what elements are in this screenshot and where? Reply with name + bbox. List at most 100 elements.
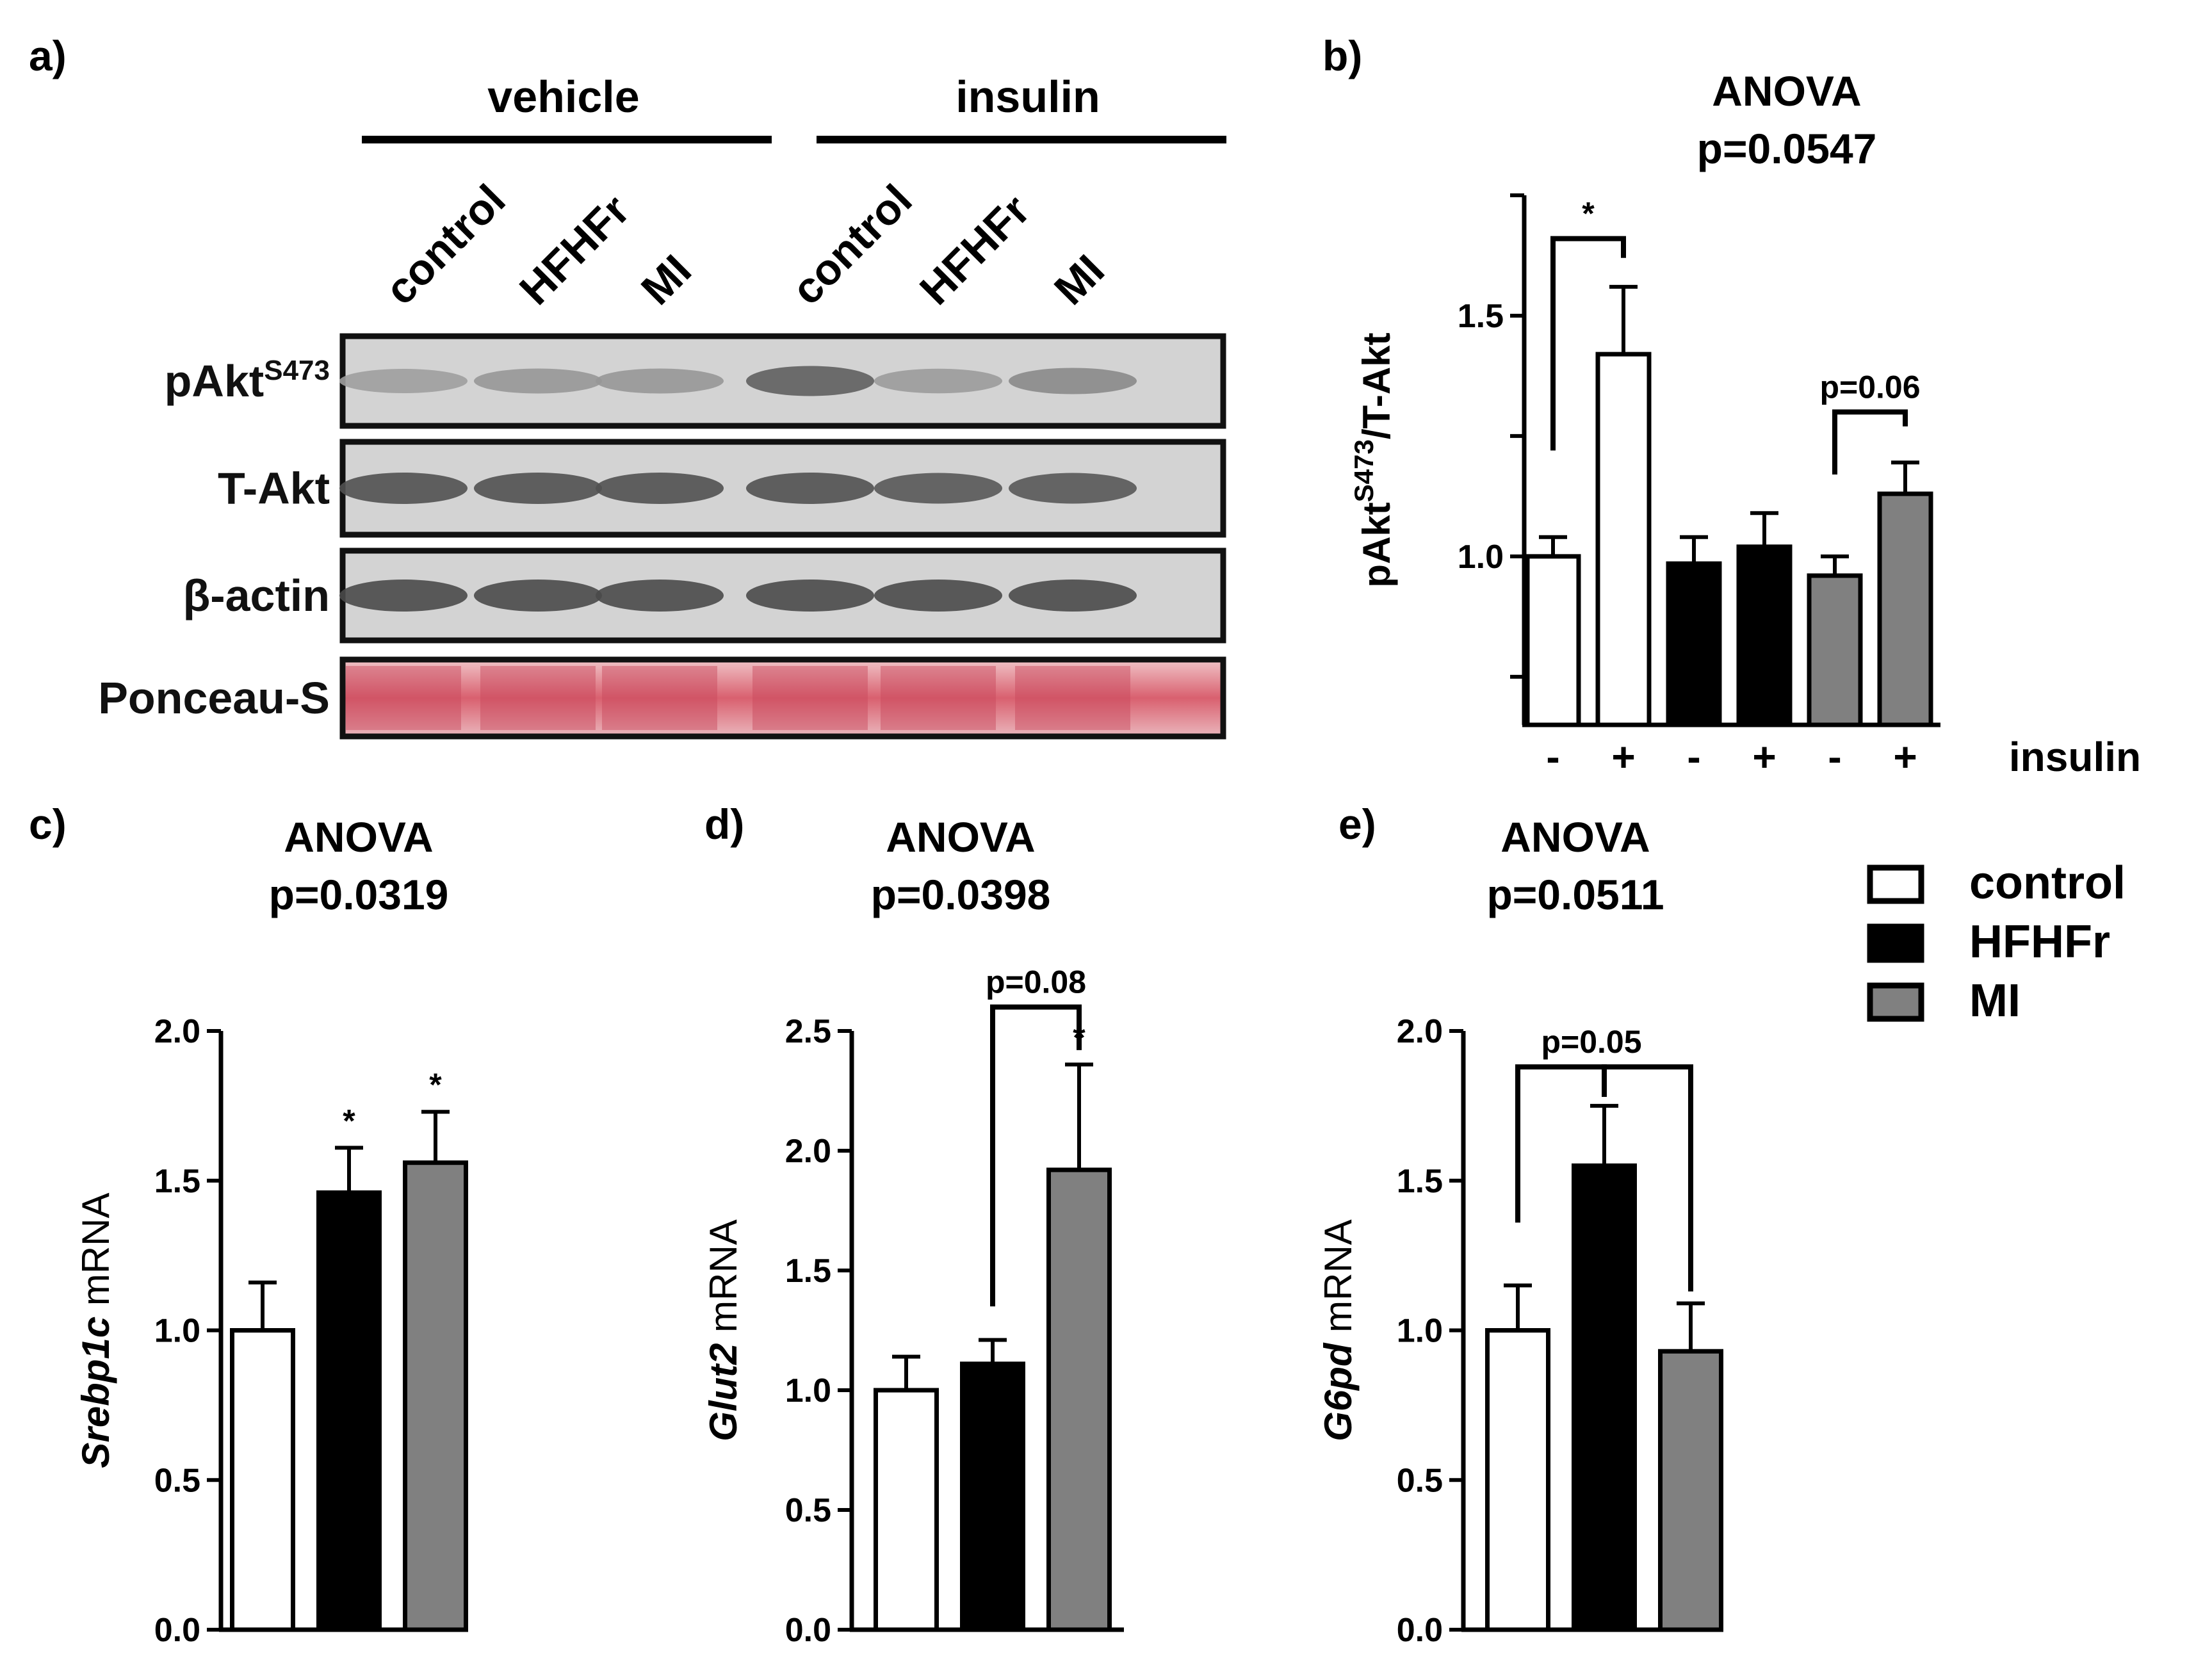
legend-label: HFHFr <box>1969 916 2110 968</box>
x-axis-label: insulin <box>2009 734 2141 780</box>
significance-star: * <box>429 1067 442 1103</box>
bar-MI <box>1658 1349 1723 1632</box>
blot-band <box>339 369 468 393</box>
ponceau-lane <box>480 666 596 730</box>
x-tick-label: + <box>1893 734 1917 780</box>
blot-band <box>1009 368 1137 394</box>
blot-band <box>1009 473 1137 504</box>
y-tick-label: 1.5 <box>154 1163 200 1200</box>
bar-control <box>1485 1328 1550 1632</box>
significance-label: p=0.05 <box>1541 1024 1641 1060</box>
chart-title: ANOVA <box>1500 813 1650 861</box>
legend-swatch <box>1867 864 1924 904</box>
y-tick-label: 0.5 <box>154 1462 200 1499</box>
x-tick-label: + <box>1752 734 1776 780</box>
legend-swatch <box>1867 923 1924 963</box>
y-tick-label: 0.0 <box>785 1612 831 1649</box>
blot-band <box>874 473 1002 504</box>
y-tick-label: 1.0 <box>1397 1313 1443 1350</box>
y-axis-label: G6pd mRNA <box>1317 1219 1360 1441</box>
panel-label-e: e) <box>1338 800 1376 848</box>
chart-title: ANOVA <box>886 813 1035 861</box>
y-tick-label: 1.0 <box>785 1372 831 1409</box>
panel-label-a: a) <box>29 32 67 79</box>
bar-MI - <box>1807 573 1863 727</box>
blot-band <box>474 580 602 612</box>
blot-band <box>339 580 468 612</box>
y-tick-label: 0.5 <box>1397 1462 1443 1499</box>
y-axis-label: Srebp1c mRNA <box>74 1192 117 1468</box>
group-label-insulin: insulin <box>956 72 1100 122</box>
lane-label: HFHFr <box>510 186 639 314</box>
chart-srebp1c: ANOVA p=0.0319 0.0 0.5 1.0 1.5 2.0 Srebp1c mRNA… <box>74 813 468 1649</box>
x-tick-label: + <box>1611 734 1635 780</box>
y-tick-label: 2.0 <box>785 1133 831 1170</box>
y-tick-label: 1.0 <box>154 1313 200 1350</box>
bar-MI <box>403 1160 468 1632</box>
chart-subtitle: p=0.0319 <box>269 871 449 918</box>
blot-band <box>474 473 602 504</box>
group-label-vehicle: vehicle <box>487 72 639 122</box>
chart-subtitle: p=0.0398 <box>871 871 1051 918</box>
significance-star: * <box>343 1103 355 1139</box>
bar-control <box>230 1328 295 1632</box>
chart-subtitle: p=0.0547 <box>1697 125 1877 172</box>
blot-band <box>874 580 1002 612</box>
legend-label: MI <box>1969 975 2021 1026</box>
blot-band <box>874 368 1002 394</box>
bar-HFHFr <box>1572 1163 1637 1632</box>
ponceau-lane <box>881 666 996 730</box>
blot-row-Ponceau-S <box>339 656 1226 740</box>
legend-label: control <box>1969 857 2126 909</box>
panel-label-c: c) <box>29 800 67 848</box>
bar-HFHFr <box>316 1190 382 1632</box>
bar-HFHFr + <box>1736 544 1793 727</box>
y-axis-label: Glut2 mRNA <box>702 1219 745 1441</box>
blot-row-label: T-Akt <box>218 464 330 514</box>
significance-bracket <box>1832 409 1908 475</box>
blot-row-label: Ponceau-S <box>98 673 330 723</box>
x-tick-label: - <box>1546 734 1559 780</box>
panel-label-d: d) <box>704 800 744 848</box>
bar-control <box>874 1388 939 1632</box>
legend: control HFHFr MI <box>1867 857 2126 1026</box>
blot-row-label: pAktS473 <box>165 355 330 406</box>
significance-label: p=0.08 <box>986 964 1086 1000</box>
blot-band <box>474 368 602 394</box>
ponceau-lane <box>602 666 717 730</box>
y-tick-label: 0.5 <box>785 1492 831 1529</box>
chart-title: ANOVA <box>284 813 433 861</box>
x-tick-label: - <box>1687 734 1700 780</box>
bar-HFHFr - <box>1666 561 1722 727</box>
ponceau-lane <box>752 666 868 730</box>
y-tick-label: 1.5 <box>1458 298 1504 335</box>
significance-label: p=0.06 <box>1819 369 1920 405</box>
chart-subtitle: p=0.0511 <box>1486 871 1664 918</box>
x-tick-label: - <box>1828 734 1841 780</box>
blot-band <box>596 368 724 394</box>
lane-label: HFHFr <box>911 186 1039 314</box>
y-tick-label: 2.5 <box>785 1013 831 1050</box>
blot-band <box>746 580 874 612</box>
y-tick-label: 1.0 <box>1458 539 1504 576</box>
y-tick-label: 1.5 <box>1397 1163 1443 1200</box>
y-tick-label: 1.5 <box>785 1253 831 1290</box>
significance-bracket <box>990 1004 1082 1307</box>
blot-band <box>596 580 724 612</box>
lane-label: control <box>376 175 515 314</box>
chart-pakt: ANOVA p=0.0547 1.0 1.5 pAktS473/T-Akt - + - + - + i… <box>1349 67 2141 780</box>
y-tick-label: 0.0 <box>1397 1612 1443 1649</box>
y-tick-label: 2.0 <box>1397 1013 1443 1050</box>
lane-label: MI <box>632 245 701 314</box>
chart-glut2: ANOVA p=0.0398 0.0 0.5 1.0 1.5 2.0 2.5 Glut2 mRN… <box>702 813 1124 1649</box>
blot-band <box>596 473 724 504</box>
ponceau-lane <box>1015 666 1130 730</box>
significance-bracket <box>1550 236 1626 451</box>
bar-control - <box>1525 554 1581 727</box>
significance-label: * <box>1582 196 1595 232</box>
blot-row-label: β-actin <box>183 571 330 621</box>
panel-label-b: b) <box>1322 32 1362 79</box>
bar-MI + <box>1877 491 1933 727</box>
